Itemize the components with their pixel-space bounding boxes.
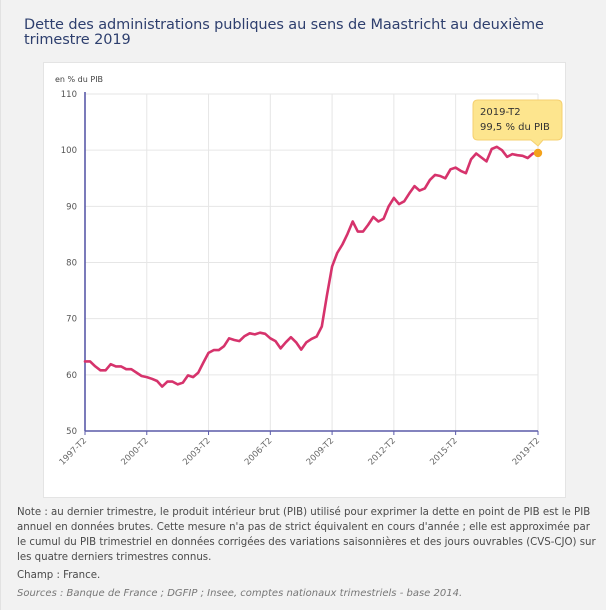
- y-tick-label: 50: [66, 427, 77, 437]
- gridlines: [85, 93, 539, 431]
- x-tick-label: 2009-T2: [305, 436, 336, 467]
- series-line-dette: [83, 145, 540, 388]
- y-axis-ticks: 50 60 70 80 90 100 110: [61, 90, 77, 437]
- y-axis-label: en % du PIB: [55, 75, 103, 84]
- y-tick-label: 90: [66, 202, 77, 212]
- champ-text: Champ : France.: [17, 570, 101, 581]
- x-tick-label: 2015-T2: [428, 436, 459, 467]
- y-tick-label: 100: [61, 146, 77, 156]
- x-tick-label: 2019-T2: [511, 436, 542, 467]
- x-axis-ticks: 1997-T2 2000-T2 2003-T2 2006-T2 2009-T2 2012-…: [58, 431, 542, 468]
- highlight-marker[interactable]: [533, 148, 543, 158]
- footer-notes: Note : au dernier trimestre, le produit …: [17, 505, 597, 601]
- y-tick-label: 70: [66, 315, 77, 325]
- x-tick-label: 2012-T2: [366, 436, 397, 467]
- sources-text: Sources : Banque de France ; DGFIP ; Ins…: [17, 588, 463, 599]
- note-text: Note : au dernier trimestre, le produit …: [17, 507, 596, 563]
- x-tick-label: 2003-T2: [181, 436, 212, 467]
- tooltip: 2019-T2 99,5 % du PIB: [472, 99, 563, 147]
- tooltip-value: 99,5 % du PIB: [480, 122, 550, 133]
- series-layer: [83, 145, 543, 388]
- y-tick-label: 110: [61, 90, 77, 100]
- x-tick-label: 1997-T2: [58, 436, 89, 467]
- chart-title: Dette des administrations publiques au s…: [24, 17, 544, 48]
- y-tick-label: 60: [66, 371, 77, 381]
- y-tick-label: 80: [66, 259, 77, 269]
- tooltip-period: 2019-T2: [480, 107, 521, 118]
- tooltip-box: [472, 99, 563, 147]
- x-tick-label: 2006-T2: [243, 436, 274, 467]
- x-tick-label: 2000-T2: [119, 436, 150, 467]
